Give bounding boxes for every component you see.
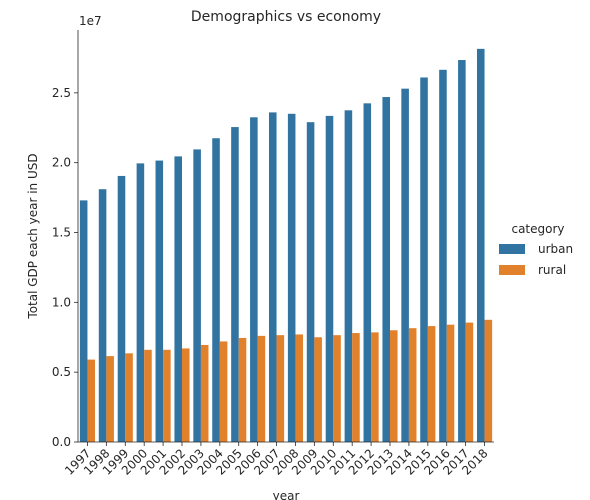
bar-rural-2000 [144, 349, 152, 442]
bar-rural-2007 [276, 335, 285, 442]
bar-urban-2016 [439, 69, 447, 443]
y-tick-label: 1.0 [52, 295, 71, 309]
bar-rural-2009 [314, 337, 322, 442]
bar-urban-2005 [231, 127, 239, 442]
bar-urban-1999 [117, 175, 126, 442]
bar-urban-2014 [401, 88, 409, 442]
legend-label-urban: urban [538, 242, 573, 256]
bar-urban-2017 [458, 60, 466, 442]
legend-swatch-rural [499, 265, 525, 275]
bar-urban-2013 [382, 97, 390, 442]
bar-rural-2006 [257, 335, 266, 442]
bar-urban-2003 [193, 149, 201, 442]
bar-rural-2010 [333, 335, 341, 442]
bar-rural-2003 [200, 344, 209, 442]
bar-rural-2011 [352, 333, 360, 442]
bar-urban-1997 [79, 200, 88, 442]
y-tick-label: 2.0 [52, 156, 71, 170]
bar-rural-1997 [87, 359, 96, 442]
legend-title: category [511, 222, 564, 236]
bar-urban-2008 [287, 113, 296, 443]
bars-group [79, 48, 493, 443]
bar-rural-2004 [219, 341, 228, 442]
bar-rural-2018 [484, 319, 493, 442]
y-ticks-group: 0.0 0.5 1.0 1.5 2.0 2.5 [52, 86, 78, 449]
bar-urban-2004 [212, 138, 220, 443]
y-tick-label: 0.5 [52, 365, 71, 379]
bar-urban-2010 [325, 115, 334, 442]
y-tick-label: 1.5 [52, 226, 71, 240]
bar-rural-2005 [238, 337, 247, 442]
chart-title: Demographics vs economy [191, 9, 381, 25]
bar-rural-2013 [390, 330, 398, 442]
bar-urban-2009 [306, 122, 315, 443]
y-tick-label: 2.5 [52, 86, 71, 100]
bar-rural-2012 [371, 332, 379, 442]
bar-urban-2002 [174, 156, 182, 442]
bar-urban-1998 [98, 189, 107, 442]
bar-rural-2001 [163, 349, 171, 442]
bar-urban-2007 [268, 112, 277, 443]
x-axis-label: year [273, 489, 300, 500]
bar-rural-2008 [295, 334, 304, 442]
legend-label-rural: rural [538, 263, 566, 277]
bar-rural-2014 [408, 328, 417, 442]
bar-rural-1998 [106, 356, 114, 442]
bar-urban-2012 [363, 103, 372, 442]
y-tick-label: 0.0 [52, 435, 71, 449]
y-axis-label: Total GDP each year in USD [26, 153, 40, 319]
y-multiplier-label: 1e7 [79, 14, 102, 28]
bar-urban-2018 [476, 48, 485, 442]
bar-rural-2016 [446, 324, 455, 442]
bar-rural-1999 [125, 353, 133, 442]
bar-rural-2017 [465, 322, 474, 442]
bar-urban-2000 [136, 163, 145, 442]
legend: category urban rural [499, 222, 573, 277]
bar-urban-2001 [155, 160, 164, 442]
bar-urban-2011 [344, 110, 353, 442]
x-ticks-group: 1997199819992000200120022003200420052006… [62, 442, 491, 478]
bar-rural-2015 [427, 326, 436, 442]
bar-urban-2006 [250, 117, 258, 442]
bar-urban-2015 [420, 77, 428, 442]
legend-swatch-urban [499, 244, 525, 254]
bar-rural-2002 [182, 348, 190, 442]
